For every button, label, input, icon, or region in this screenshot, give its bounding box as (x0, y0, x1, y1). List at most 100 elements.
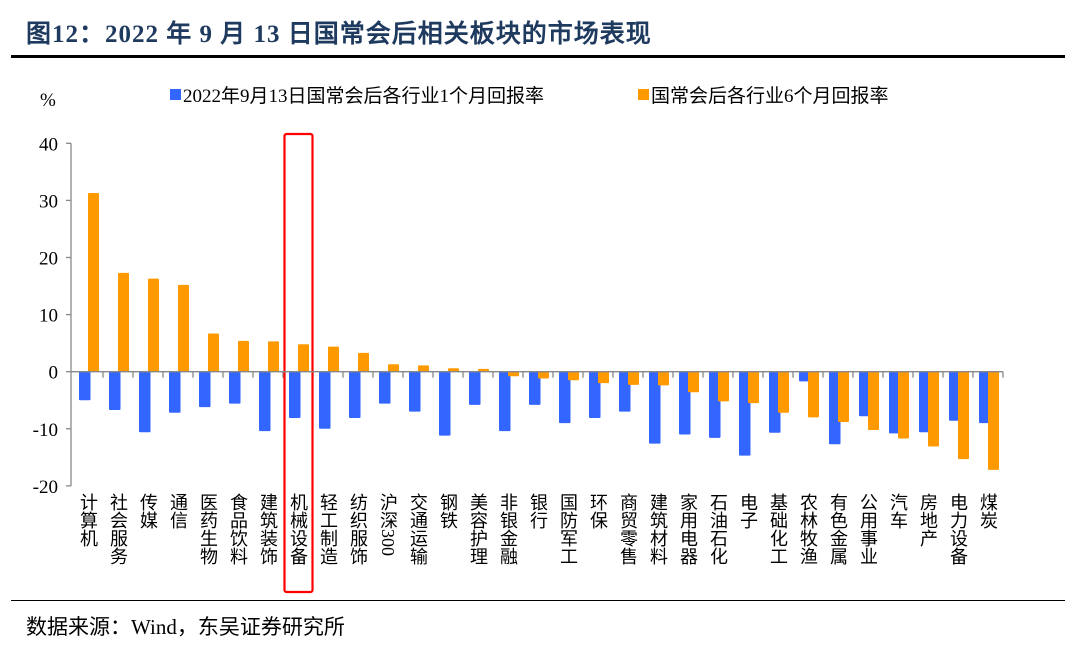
bar-1m (409, 371, 421, 412)
category-label: 交通运输 (408, 493, 428, 565)
bar-1m (829, 371, 841, 445)
bar-1m (919, 371, 931, 433)
category-label: 社会服务 (108, 493, 128, 565)
bar-6m (628, 371, 639, 385)
bar-1m (79, 371, 91, 401)
bar-1m (679, 371, 691, 435)
bar-1m (439, 371, 451, 436)
bar-6m (418, 365, 429, 372)
category-label: 商贸零售 (618, 493, 638, 565)
bar-6m (328, 346, 339, 372)
bar-1m (799, 371, 811, 382)
bar-1m (319, 371, 331, 429)
bar-1m (589, 371, 601, 418)
bar-1m (139, 371, 151, 433)
bar-6m (868, 371, 879, 430)
category-label: 汽车 (888, 493, 908, 529)
category-label: 有色金属 (828, 493, 848, 565)
bar-6m (118, 272, 129, 372)
bar-6m (898, 371, 909, 439)
category-label: 计算机 (78, 493, 98, 547)
bar-1m (499, 371, 511, 432)
bar-6m (178, 284, 189, 372)
bar-1m (859, 371, 871, 417)
bar-6m (988, 371, 999, 470)
legend-swatch-6m (638, 89, 649, 100)
bar-1m (949, 371, 961, 421)
category-label: 钢铁 (438, 493, 458, 529)
bar-1m (559, 371, 571, 424)
bar-6m (658, 371, 669, 386)
bar-6m (538, 371, 549, 379)
bar-6m (688, 371, 699, 393)
category-label: 非银金融 (498, 493, 518, 565)
category-label: 煤炭 (978, 493, 998, 529)
category-label: 国防军工 (558, 493, 578, 565)
category-label: 纺织服饰 (348, 493, 368, 565)
title-divider (11, 55, 1065, 58)
bar-1m (619, 371, 631, 412)
bar-1m (289, 371, 301, 418)
bar-1m (349, 371, 361, 418)
bar-1m (469, 371, 481, 405)
category-label: 建筑材料 (648, 493, 668, 565)
bar-6m (958, 371, 969, 460)
category-label: 医药生物 (198, 493, 218, 565)
category-label: 家用电器 (678, 493, 698, 565)
bar-6m (748, 371, 759, 404)
bar-6m (568, 371, 579, 381)
bar-1m (379, 371, 391, 404)
source-divider (11, 600, 1065, 601)
bar-6m (838, 371, 849, 422)
category-label: 公用事业 (858, 493, 878, 565)
bar-1m (739, 371, 751, 456)
legend-label-1m: 2022年9月13日国常会后各行业1个月回报率 (183, 86, 545, 107)
y-tick-label: 0 (49, 363, 59, 384)
bar-6m (508, 371, 519, 377)
legend-label-6m: 国常会后各行业6个月回报率 (651, 86, 889, 107)
bar-6m (388, 364, 399, 372)
bar-1m (169, 371, 181, 413)
y-unit-label: % (40, 90, 56, 111)
bar-1m (259, 371, 271, 432)
bar-1m (889, 371, 901, 434)
category-label: 石油石化 (708, 493, 728, 565)
bar-6m (808, 371, 819, 418)
y-tick-label: -10 (33, 420, 58, 441)
bar-6m (298, 344, 309, 372)
bar-1m (229, 371, 241, 404)
bar-6m (88, 192, 99, 372)
bar-1m (709, 371, 721, 438)
source-note: 数据来源：Wind，东吴证券研究所 (26, 615, 345, 639)
category-label: 电子 (738, 493, 758, 529)
bar-6m (448, 368, 459, 372)
category-label: 房地产 (918, 493, 938, 547)
legend-item-1m: 2022年9月13日国常会后各行业1个月回报率 (170, 81, 544, 108)
category-label: 食品饮料 (228, 493, 248, 565)
bar-6m (928, 371, 939, 447)
category-label: 轻工制造 (318, 493, 338, 565)
category-label: 银行 (528, 493, 548, 529)
bar-1m (769, 371, 781, 433)
category-label: 环保 (588, 493, 608, 529)
y-tick-label: 10 (39, 306, 58, 327)
legend-item-6m: 国常会后各行业6个月回报率 (638, 81, 889, 108)
y-tick-label: 20 (39, 249, 58, 270)
category-label: 农林牧渔 (798, 493, 818, 565)
bar-6m (268, 341, 279, 372)
bar-1m (199, 371, 211, 408)
figure-title: 图12：2022 年 9 月 13 日国常会后相关板块的市场表现 (26, 21, 652, 48)
category-label: 通信 (168, 493, 188, 529)
category-label: 美容护理 (468, 493, 488, 565)
category-label: 基础化工 (768, 493, 788, 565)
y-tick-label: 30 (39, 191, 58, 212)
bar-6m (778, 371, 789, 413)
bar-6m (358, 352, 369, 372)
category-label: 沪深300 (378, 493, 398, 556)
bar-6m (208, 333, 219, 372)
category-label: 机械设备 (288, 493, 308, 565)
category-label: 建筑装饰 (258, 493, 278, 565)
bar-6m (718, 371, 729, 402)
category-label: 电力设备 (948, 493, 968, 565)
